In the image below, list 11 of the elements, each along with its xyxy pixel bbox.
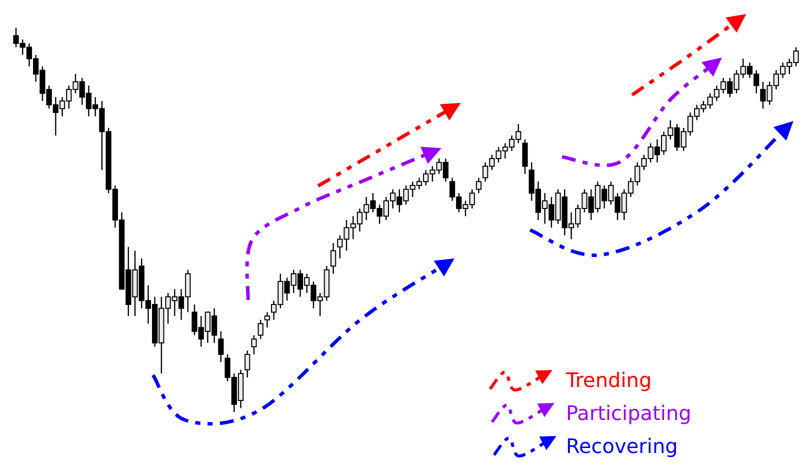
annotation: Trending bbox=[565, 368, 652, 392]
candlestick bbox=[330, 242, 336, 274]
candlestick bbox=[476, 177, 482, 194]
candlestick bbox=[264, 312, 270, 328]
candlestick bbox=[258, 319, 264, 340]
annotation: Participating bbox=[566, 401, 692, 425]
text: Recovering bbox=[566, 434, 678, 458]
candlestick bbox=[251, 334, 257, 355]
candlestick bbox=[244, 350, 250, 378]
candlestick bbox=[218, 330, 224, 363]
candlestick bbox=[522, 138, 528, 175]
